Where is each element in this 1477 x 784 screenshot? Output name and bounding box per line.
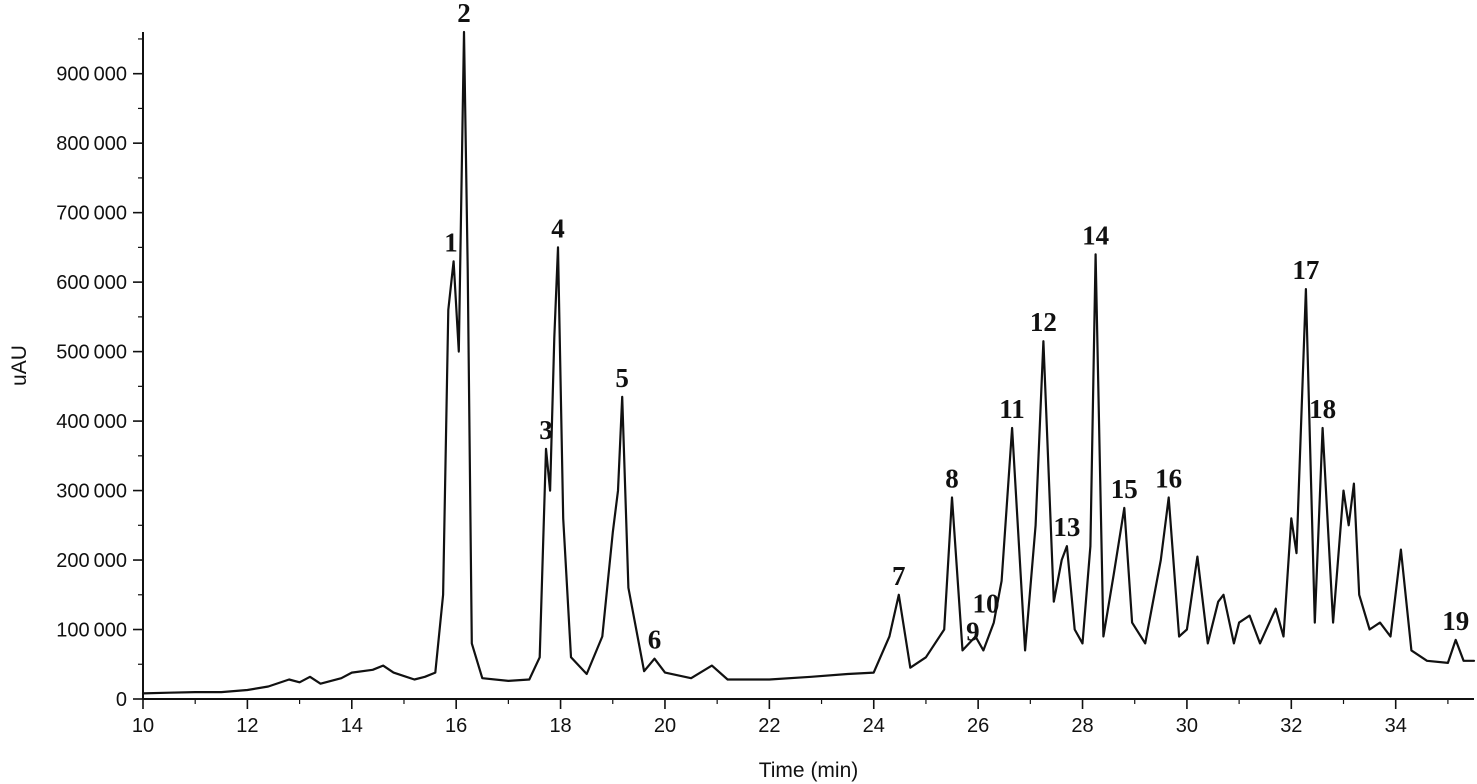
peak-label: 7 — [892, 561, 906, 591]
peak-label: 19 — [1442, 606, 1469, 636]
y-tick-label: 200 000 — [56, 550, 127, 572]
x-tick-label: 26 — [967, 715, 989, 737]
x-tick-label: 32 — [1280, 715, 1302, 737]
peak-label: 3 — [539, 415, 553, 445]
y-tick-label: 400 000 — [56, 411, 127, 433]
x-tick-label: 30 — [1176, 715, 1198, 737]
x-tick-label: 14 — [341, 715, 363, 737]
y-tick-label: 600 000 — [56, 272, 127, 294]
x-tick-label: 10 — [132, 715, 154, 737]
x-tick-label: 34 — [1385, 715, 1407, 737]
y-tick-label: 700 000 — [56, 203, 127, 225]
axis-ticks — [133, 38, 1449, 709]
x-tick-label: 28 — [1071, 715, 1093, 737]
peak-label: 8 — [945, 464, 959, 494]
peak-label: 1 — [444, 227, 458, 257]
y-axis-label: uAU — [8, 345, 31, 386]
peak-label: 14 — [1082, 220, 1109, 250]
peak-label: 15 — [1111, 474, 1138, 504]
x-tick-label: 22 — [758, 715, 780, 737]
peak-label: 12 — [1030, 307, 1057, 337]
x-axis-label: Time (min) — [759, 759, 859, 782]
x-tick-label: 18 — [549, 715, 571, 737]
peak-label: 18 — [1309, 394, 1336, 424]
y-tick-label: 0 — [116, 689, 127, 711]
x-tick-label: 16 — [445, 715, 467, 737]
peak-label: 11 — [999, 394, 1025, 424]
peak-label: 2 — [457, 0, 471, 28]
y-tick-label: 500 000 — [56, 342, 127, 364]
y-tick-label: 900 000 — [56, 64, 127, 86]
x-tick-label: 24 — [863, 715, 885, 737]
y-tick-label: 100 000 — [56, 620, 127, 642]
y-tick-label: 300 000 — [56, 481, 127, 503]
peak-label: 4 — [551, 213, 565, 243]
peak-label: 9 — [966, 616, 980, 646]
chromatogram-trace — [141, 30, 1476, 695]
peak-label: 17 — [1292, 255, 1319, 285]
peak-label: 5 — [615, 363, 629, 393]
peak-label: 16 — [1155, 464, 1182, 494]
x-tick-label: 20 — [654, 715, 676, 737]
peak-label: 13 — [1053, 512, 1080, 542]
peak-label: 6 — [648, 625, 662, 655]
peak-label: 10 — [972, 589, 999, 619]
x-tick-label: 12 — [236, 715, 258, 737]
y-tick-label: 800 000 — [56, 133, 127, 155]
